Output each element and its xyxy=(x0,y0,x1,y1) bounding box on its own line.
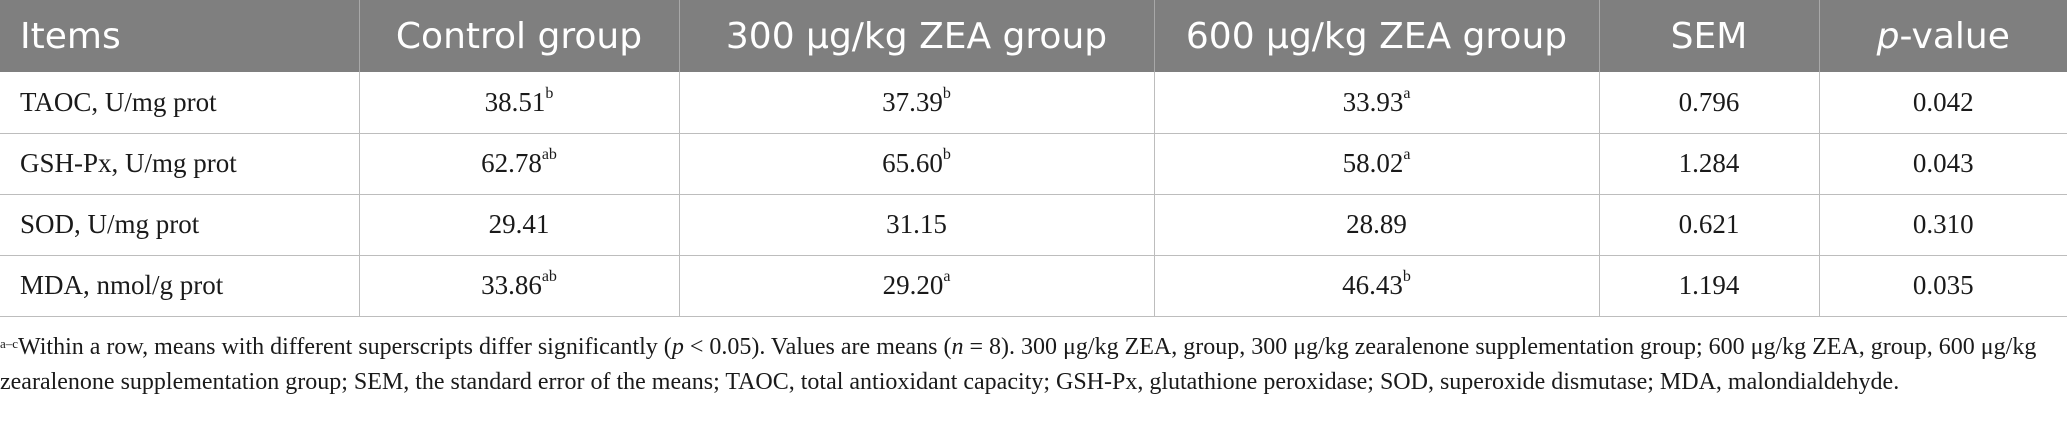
header-p-italic: p xyxy=(1876,15,1900,57)
footnote-text-2: < 0.05). Values are means ( xyxy=(683,334,952,360)
table-row: MDA, nmol/g prot 33.86ab 29.20a 46.43b 1… xyxy=(0,255,2067,317)
cell-sem: 1.194 xyxy=(1599,255,1820,317)
cell-superscript: ab xyxy=(541,146,557,163)
cell-p-value: 0.035 xyxy=(1819,255,2067,317)
cell-p-value: 0.043 xyxy=(1819,133,2067,195)
cell-superscript: b xyxy=(545,84,554,102)
cell-value: 65.60 xyxy=(882,148,943,178)
header-600-zea-group: 600 μg/kg ZEA group xyxy=(1154,0,1600,72)
cell-value: 58.02 xyxy=(1342,148,1404,178)
cell-zea600: 58.02a xyxy=(1154,133,1600,195)
cell-zea300: 65.60b xyxy=(679,133,1155,195)
cell-sem: 0.621 xyxy=(1599,194,1820,256)
cell-control: 33.86ab xyxy=(359,255,680,317)
cell-control: 38.51b xyxy=(359,72,680,134)
cell-p-value: 0.310 xyxy=(1819,194,2067,256)
cell-sem: 1.284 xyxy=(1599,133,1820,195)
table-row: TAOC, U/mg prot 38.51b 37.39b 33.93a 0.7… xyxy=(0,72,2067,134)
cell-zea300: 31.15 xyxy=(679,194,1155,256)
cell-value: 31.15 xyxy=(886,209,947,239)
footnote-n-italic: n xyxy=(951,334,964,360)
table-row: SOD, U/mg prot 29.41 31.15 28.89 0.621 0… xyxy=(0,194,2067,256)
results-table: Items Control group 300 μg/kg ZEA group … xyxy=(0,0,2067,317)
cell-zea600: 33.93a xyxy=(1154,72,1600,134)
cell-value: 62.78 xyxy=(481,148,542,178)
cell-value: 33.86 xyxy=(481,270,542,300)
cell-value: 37.39 xyxy=(882,86,943,117)
cell-zea600: 46.43b xyxy=(1154,255,1600,317)
cell-superscript: b xyxy=(942,84,951,102)
cell-superscript: a xyxy=(1403,84,1411,102)
cell-zea300: 29.20a xyxy=(679,255,1155,317)
cell-control: 29.41 xyxy=(359,194,680,256)
header-300-zea-group: 300 μg/kg ZEA group xyxy=(679,0,1155,72)
cell-zea300: 37.39b xyxy=(679,72,1155,134)
cell-value: 28.89 xyxy=(1346,209,1407,239)
header-row: Items Control group 300 μg/kg ZEA group … xyxy=(0,0,2067,72)
table-footnote: a–cWithin a row, means with different su… xyxy=(0,330,2040,400)
row-item-label: TAOC, U/mg prot xyxy=(0,72,360,134)
footnote-superscript: a–c xyxy=(0,336,19,351)
cell-value: 38.51 xyxy=(484,86,546,117)
row-item-label: MDA, nmol/g prot xyxy=(0,255,360,317)
cell-control: 62.78ab xyxy=(359,133,680,195)
table-row: GSH-Px, U/mg prot 62.78ab 65.60b 58.02a … xyxy=(0,133,2067,195)
footnote-p-italic: p xyxy=(671,334,684,360)
cell-value: 29.20 xyxy=(882,270,944,300)
cell-superscript: b xyxy=(942,146,951,163)
header-p-value: p-value xyxy=(1819,0,2067,72)
table-container: Items Control group 300 μg/kg ZEA group … xyxy=(0,0,2067,317)
table-header: Items Control group 300 μg/kg ZEA group … xyxy=(0,0,2067,72)
header-p-suffix: -value xyxy=(1899,15,2010,57)
cell-value: 33.93 xyxy=(1342,86,1404,117)
cell-zea600: 28.89 xyxy=(1154,194,1600,256)
header-items: Items xyxy=(0,0,360,72)
cell-p-value: 0.042 xyxy=(1819,72,2067,134)
footnote-text-1: Within a row, means with different super… xyxy=(18,334,672,360)
cell-superscript: b xyxy=(1402,268,1411,285)
cell-superscript: a xyxy=(943,268,951,285)
cell-value: 46.43 xyxy=(1342,270,1403,300)
row-item-label: SOD, U/mg prot xyxy=(0,194,360,256)
footnote-text-3: = 8). 300 μg/kg ZEA, group, 300 μg/kg ze… xyxy=(0,334,2037,395)
cell-superscript: ab xyxy=(541,268,557,285)
table-body: TAOC, U/mg prot 38.51b 37.39b 33.93a 0.7… xyxy=(0,72,2067,317)
header-sem: SEM xyxy=(1599,0,1820,72)
cell-sem: 0.796 xyxy=(1599,72,1820,134)
row-item-label: GSH-Px, U/mg prot xyxy=(0,133,360,195)
cell-superscript: a xyxy=(1403,146,1411,163)
header-control-group: Control group xyxy=(359,0,680,72)
cell-value: 29.41 xyxy=(488,209,550,239)
